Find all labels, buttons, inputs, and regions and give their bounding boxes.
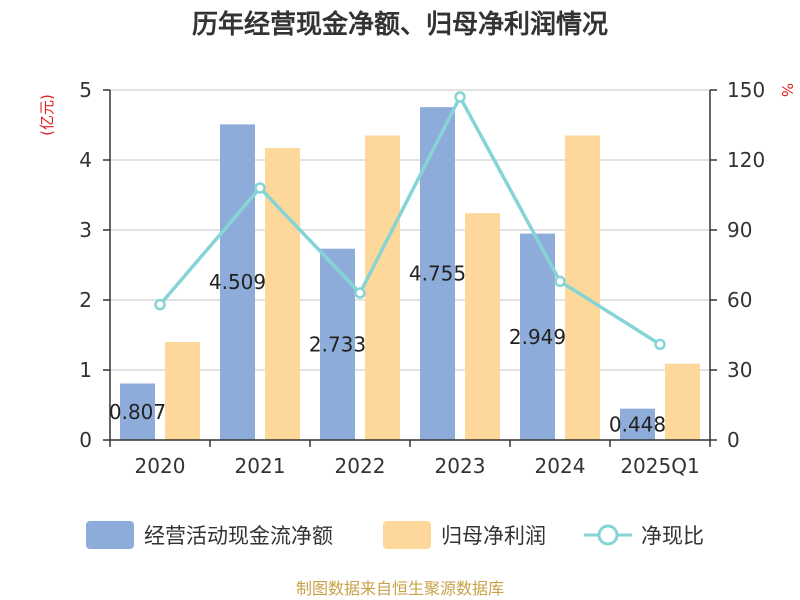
ratio-point — [554, 275, 566, 288]
x-axis-tick-label: 2023 — [435, 454, 486, 478]
x-axis-tick-label: 2020 — [135, 454, 186, 478]
legend-marker-ratio — [597, 524, 619, 546]
right-axis-unit: % — [778, 83, 796, 97]
ratio-line — [154, 91, 666, 351]
bar-net-profit — [465, 213, 500, 440]
left-axis-unit: (亿元) — [38, 94, 56, 136]
source-note: 制图数据来自恒生聚源数据库 — [296, 579, 504, 598]
right-axis-tick-label: 150 — [727, 78, 765, 102]
left-axis-tick-label: 1 — [79, 358, 92, 382]
right-axis-tick-label: 120 — [727, 148, 765, 172]
axes: 0 0 1 30 2 60 3 90 4 120 5 150 2020 2021 2022 2023 2024 2… — [79, 78, 765, 478]
bar-net-profit — [265, 148, 300, 440]
ratio-point — [154, 298, 166, 311]
left-axis-tick-label: 3 — [79, 218, 92, 242]
bar-label-cashflow: 4.509 — [209, 270, 266, 294]
bar-labels: 0.807 4.509 2.733 4.755 2.949 0.448 — [109, 262, 666, 437]
legend-swatch-net-profit — [383, 521, 431, 549]
ratio-point — [454, 91, 466, 103]
x-axis-tick-label: 2025Q1 — [620, 454, 699, 478]
right-axis-tick-label: 90 — [727, 218, 752, 242]
right-axis-tick-label: 60 — [727, 288, 752, 312]
bars — [120, 107, 700, 441]
bar-label-cashflow: 2.733 — [309, 332, 366, 356]
bar-label-cashflow: 0.807 — [109, 400, 166, 424]
legend-label-cashflow: 经营活动现金流净额 — [144, 524, 333, 548]
bar-net-profit — [165, 342, 200, 440]
bar-cashflow — [120, 383, 155, 440]
ratio-point — [254, 182, 266, 194]
ratio-point — [654, 338, 666, 351]
bar-net-profit — [365, 135, 400, 440]
left-axis-tick-label: 4 — [79, 148, 92, 172]
bar-label-cashflow: 0.448 — [609, 412, 666, 436]
ratio-line-path — [158, 93, 661, 346]
bar-net-profit — [665, 363, 700, 440]
chart-title: 历年经营现金净额、归母净利润情况 — [192, 9, 608, 40]
legend-swatch-cashflow — [86, 521, 134, 549]
x-axis-tick-label: 2024 — [535, 454, 586, 478]
x-axis-tick-label: 2021 — [235, 454, 286, 478]
x-axis-tick-label: 2022 — [335, 454, 386, 478]
gridlines — [110, 89, 710, 371]
legend: 经营活动现金流净额 归母净利润 净现比 — [86, 521, 704, 549]
legend-label-net-profit: 归母净利润 — [441, 524, 546, 548]
left-axis-tick-label: 2 — [79, 288, 92, 312]
bar-cashflow — [220, 124, 255, 441]
bar-label-cashflow: 4.755 — [409, 262, 466, 286]
bar-cashflow — [520, 233, 555, 440]
left-axis-tick-label: 5 — [79, 78, 92, 102]
left-axis-tick-label: 0 — [79, 428, 92, 452]
bar-label-cashflow: 2.949 — [509, 325, 566, 349]
ratio-point — [354, 287, 366, 299]
right-axis-tick-label: 0 — [727, 428, 740, 452]
legend-label-ratio: 净现比 — [641, 524, 704, 548]
bar-cashflow — [620, 408, 655, 440]
right-axis-tick-label: 30 — [727, 358, 752, 382]
